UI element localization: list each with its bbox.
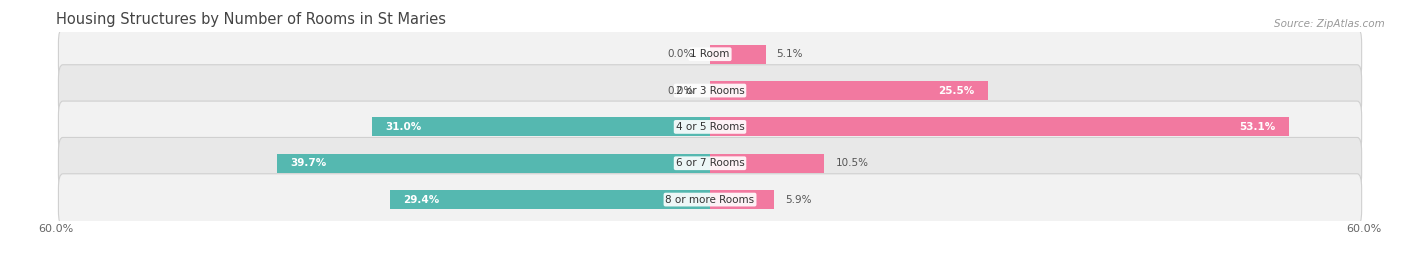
Text: 39.7%: 39.7% bbox=[291, 158, 326, 168]
Text: 53.1%: 53.1% bbox=[1239, 122, 1275, 132]
Text: 10.5%: 10.5% bbox=[835, 158, 869, 168]
Text: 1 Room: 1 Room bbox=[690, 49, 730, 59]
Bar bbox=[710, 81, 988, 100]
Bar bbox=[710, 190, 775, 209]
Text: 31.0%: 31.0% bbox=[385, 122, 422, 132]
Text: 8 or more Rooms: 8 or more Rooms bbox=[665, 195, 755, 205]
Text: 25.5%: 25.5% bbox=[939, 86, 974, 96]
Text: 5.9%: 5.9% bbox=[785, 195, 811, 205]
FancyBboxPatch shape bbox=[59, 28, 1361, 80]
Text: 0.0%: 0.0% bbox=[668, 86, 693, 96]
Text: Housing Structures by Number of Rooms in St Maries: Housing Structures by Number of Rooms in… bbox=[56, 12, 446, 27]
Text: 5.1%: 5.1% bbox=[776, 49, 803, 59]
Text: 29.4%: 29.4% bbox=[402, 195, 439, 205]
Bar bbox=[277, 154, 710, 173]
Text: Source: ZipAtlas.com: Source: ZipAtlas.com bbox=[1274, 19, 1385, 29]
Bar bbox=[710, 117, 1289, 136]
FancyBboxPatch shape bbox=[59, 65, 1361, 116]
Bar bbox=[710, 45, 766, 64]
FancyBboxPatch shape bbox=[59, 137, 1361, 189]
Bar bbox=[389, 190, 710, 209]
Text: 0.0%: 0.0% bbox=[668, 49, 693, 59]
FancyBboxPatch shape bbox=[59, 101, 1361, 153]
Text: 6 or 7 Rooms: 6 or 7 Rooms bbox=[676, 158, 744, 168]
Bar bbox=[710, 154, 824, 173]
Bar bbox=[373, 117, 710, 136]
FancyBboxPatch shape bbox=[59, 174, 1361, 225]
Text: 2 or 3 Rooms: 2 or 3 Rooms bbox=[676, 86, 744, 96]
Text: 4 or 5 Rooms: 4 or 5 Rooms bbox=[676, 122, 744, 132]
